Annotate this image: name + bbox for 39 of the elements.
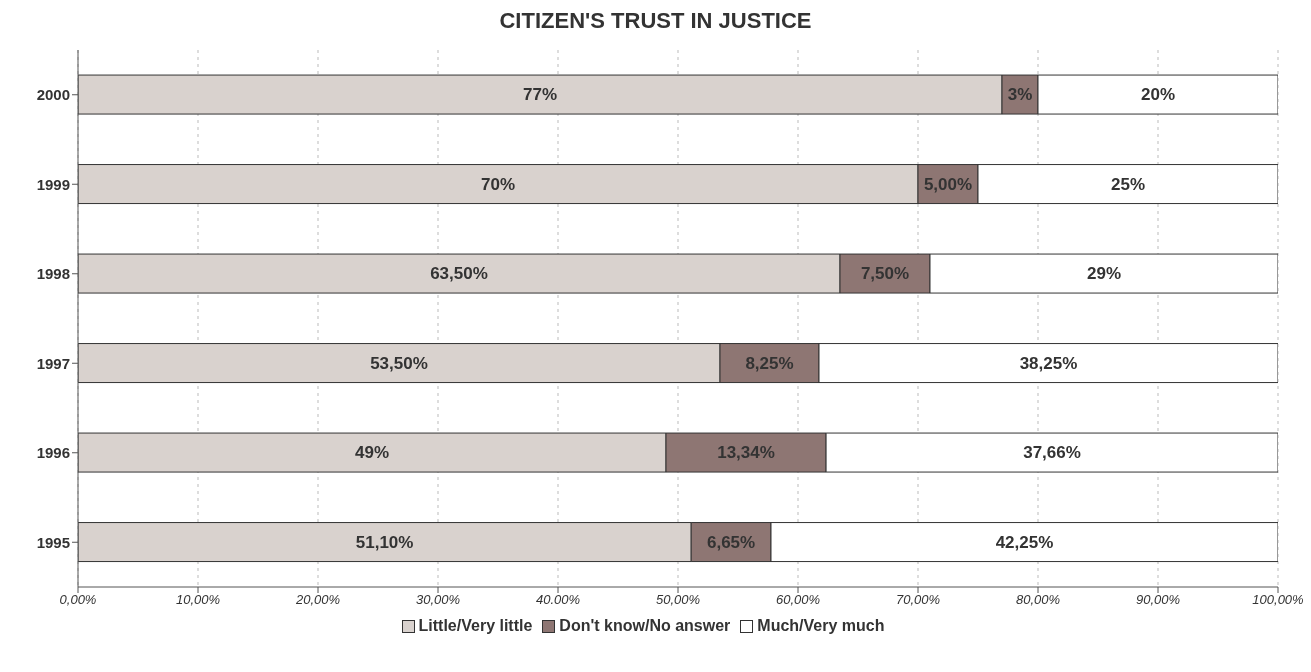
data-label: 25%: [1110, 174, 1146, 194]
x-tick-label: 30,00%: [415, 592, 461, 608]
data-label: 20%: [1140, 85, 1176, 105]
data-label: 42,25%: [995, 532, 1054, 552]
x-tick-label: 50,00%: [655, 592, 701, 608]
x-tick-label: 80,00%: [1015, 592, 1061, 608]
data-label: 6,65%: [707, 532, 756, 552]
legend-label: Don't know/No answer: [559, 617, 731, 635]
data-label: 5,00%: [923, 174, 973, 194]
data-label: 3%: [1007, 85, 1033, 105]
y-tick-label: 1999: [36, 175, 70, 193]
y-tick-label: 1995: [36, 533, 70, 551]
data-label: 49%: [354, 443, 390, 463]
data-label: 70%: [480, 174, 516, 194]
x-tick-label: 20,00%: [294, 592, 341, 608]
data-label: 63,50%: [430, 264, 488, 284]
x-tick-label: 10,00%: [175, 592, 221, 608]
data-label: 7,50%: [860, 264, 910, 284]
y-tick-label: 1997: [36, 354, 70, 372]
data-label: 77%: [522, 85, 558, 105]
data-label: 29%: [1086, 264, 1122, 284]
chart-title: CITIZEN'S TRUST IN JUSTICE: [498, 8, 813, 34]
data-label: 37,66%: [1023, 443, 1081, 463]
legend-label: Little/Very little: [418, 617, 533, 635]
legend-label: Much/Very much: [757, 617, 885, 635]
x-tick-label: 0,00%: [59, 592, 97, 608]
x-tick-label: 70,00%: [895, 592, 941, 608]
data-label: 53,50%: [370, 353, 428, 373]
x-tick-label: 100,00%: [1252, 592, 1304, 608]
y-tick-label: 1996: [36, 444, 70, 462]
data-label: 51,10%: [355, 532, 414, 552]
x-tick-label: 60,00%: [775, 592, 821, 608]
x-tick-label: 40.00%: [535, 592, 581, 608]
y-tick-label: 2000: [36, 86, 70, 104]
data-label: 8,25%: [745, 353, 794, 373]
x-tick-label: 90,00%: [1135, 592, 1181, 608]
data-label: 13,34%: [717, 443, 775, 463]
y-tick-label: 1998: [36, 265, 70, 283]
data-label: 38,25%: [1019, 353, 1078, 373]
